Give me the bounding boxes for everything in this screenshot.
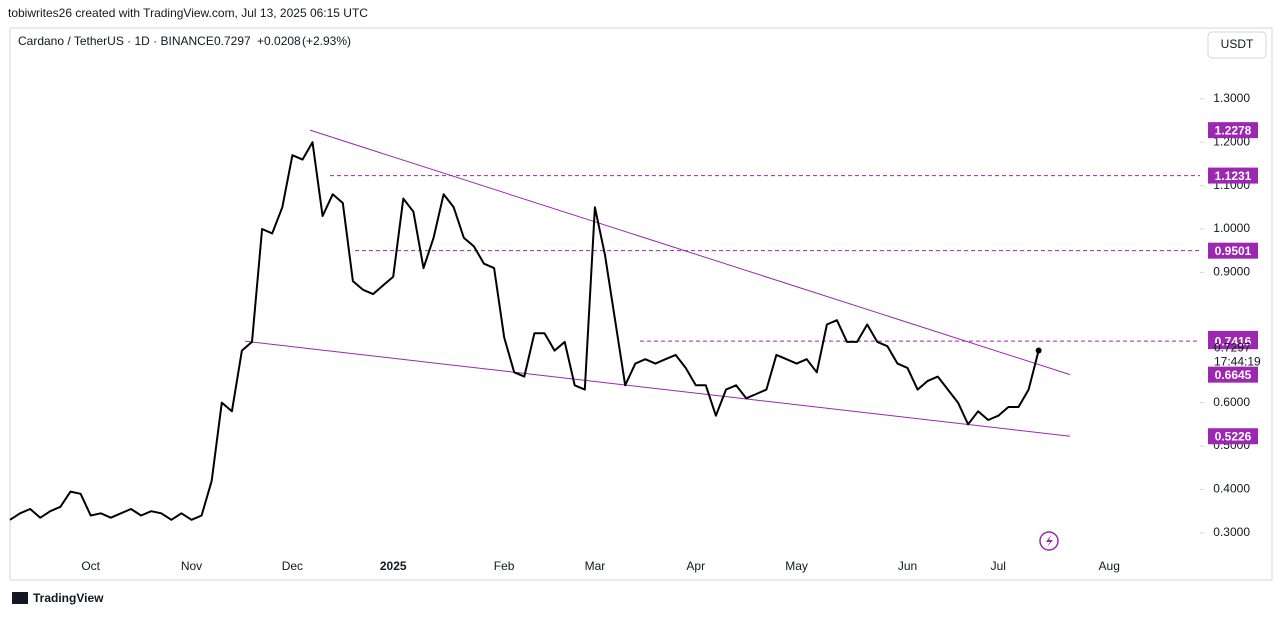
change-pct: (+2.93%) (302, 34, 351, 48)
level-box (1208, 122, 1258, 139)
y-tick-label: 0.9000 (1213, 265, 1250, 279)
x-tick-label: Mar (585, 559, 606, 573)
countdown: 17:44:19 (1214, 355, 1261, 369)
x-tick-label: Oct (81, 559, 100, 573)
level-box (1208, 428, 1258, 445)
price-line (9, 141, 1040, 521)
currency[interactable]: USDT (1221, 37, 1254, 51)
x-tick-label: Apr (686, 559, 705, 573)
y-tick-label: 1.0000 (1213, 221, 1250, 235)
level-box (1208, 333, 1258, 350)
trendline (244, 340, 1071, 437)
y-tick-label: 0.6000 (1213, 395, 1250, 409)
level-label: 0.9501 (1215, 244, 1252, 258)
last-point (1035, 347, 1042, 354)
level-label: 1.2278 (1215, 123, 1252, 137)
currency-button[interactable] (1207, 31, 1267, 59)
y-tick-label: 1.3000 (1213, 91, 1250, 105)
change: +0.0208 (257, 34, 301, 48)
x-tick-label: Feb (494, 559, 515, 573)
price: 0.7297 (214, 34, 251, 48)
x-tick-label: May (785, 559, 808, 573)
level-label: 1.1231 (1215, 169, 1252, 183)
y-tick-label: 0.3000 (1213, 525, 1250, 539)
alert-icon[interactable] (1039, 531, 1059, 551)
x-tick-label: Jun (898, 559, 917, 573)
brand: TradingView (33, 591, 104, 605)
x-tick-label: Dec (282, 559, 303, 573)
level-label: 0.7416 (1215, 334, 1252, 348)
symbol: Cardano / TetherUS · 1D · BINANCE (18, 34, 214, 48)
credit: tobiwrites26 created with TradingView.co… (8, 6, 368, 20)
level-box (1208, 167, 1258, 184)
current-price: 0.7297 (1214, 341, 1251, 355)
trendline (309, 129, 1071, 376)
level-label: 0.6645 (1215, 368, 1252, 382)
brand-logo (12, 592, 28, 604)
level-label: 0.5226 (1215, 429, 1252, 443)
y-tick-label: 0.4000 (1213, 482, 1250, 496)
x-tick-label: 2025 (380, 559, 407, 573)
x-tick-label: Aug (1099, 559, 1120, 573)
level-box (1208, 242, 1258, 259)
alert-bolt (1046, 535, 1053, 547)
x-tick-label: Jul (991, 559, 1006, 573)
frame (9, 27, 1273, 581)
x-tick-label: Nov (181, 559, 202, 573)
level-box (1208, 366, 1258, 383)
